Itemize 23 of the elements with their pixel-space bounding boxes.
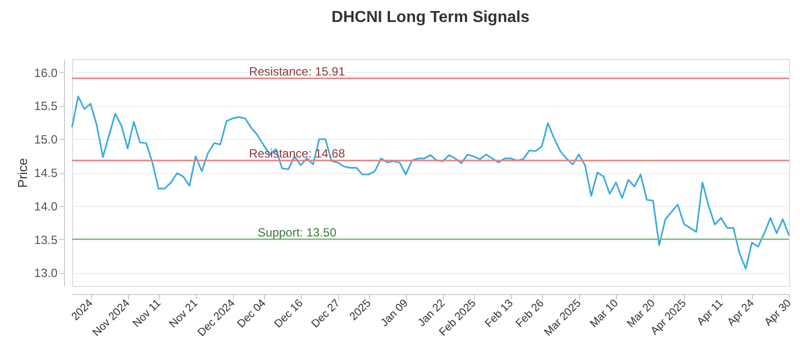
x-tick-label: Mar 10	[588, 297, 621, 330]
x-tick-label: Nov 11	[130, 297, 164, 330]
x-tick-label: Dec 16	[272, 297, 306, 330]
y-tick-label: 14.5	[34, 166, 58, 180]
x-tick-label: Apr 11	[694, 297, 726, 328]
y-tick-label: 15.5	[34, 99, 58, 114]
y-tick-label: 16.0	[34, 66, 58, 80]
x-tick-label: Dec 27	[309, 297, 343, 330]
x-tick-label: Feb 26	[514, 297, 546, 330]
y-tick-label: 13.0	[34, 266, 58, 280]
x-tick-label: Dec 04	[235, 297, 268, 330]
chart-title: DHCNI Long Term Signals	[332, 9, 530, 26]
ref-line-label: Resistance: 15.91	[248, 64, 346, 78]
y-axis-title: Price	[15, 158, 30, 188]
y-tick-label: 14.0	[34, 199, 58, 214]
x-tick-label: Feb 13	[482, 297, 516, 330]
line-series	[71, 96, 790, 270]
ref-line-label: Support: 13.50	[258, 225, 337, 240]
y-tick-label: 13.5	[34, 232, 58, 247]
x-tick-label: Apr 24	[725, 297, 757, 329]
x-tick-label: Jan 09	[378, 297, 411, 330]
y-tick-label: 15.0	[34, 132, 58, 147]
x-tick-label: Apr 30	[762, 297, 794, 329]
